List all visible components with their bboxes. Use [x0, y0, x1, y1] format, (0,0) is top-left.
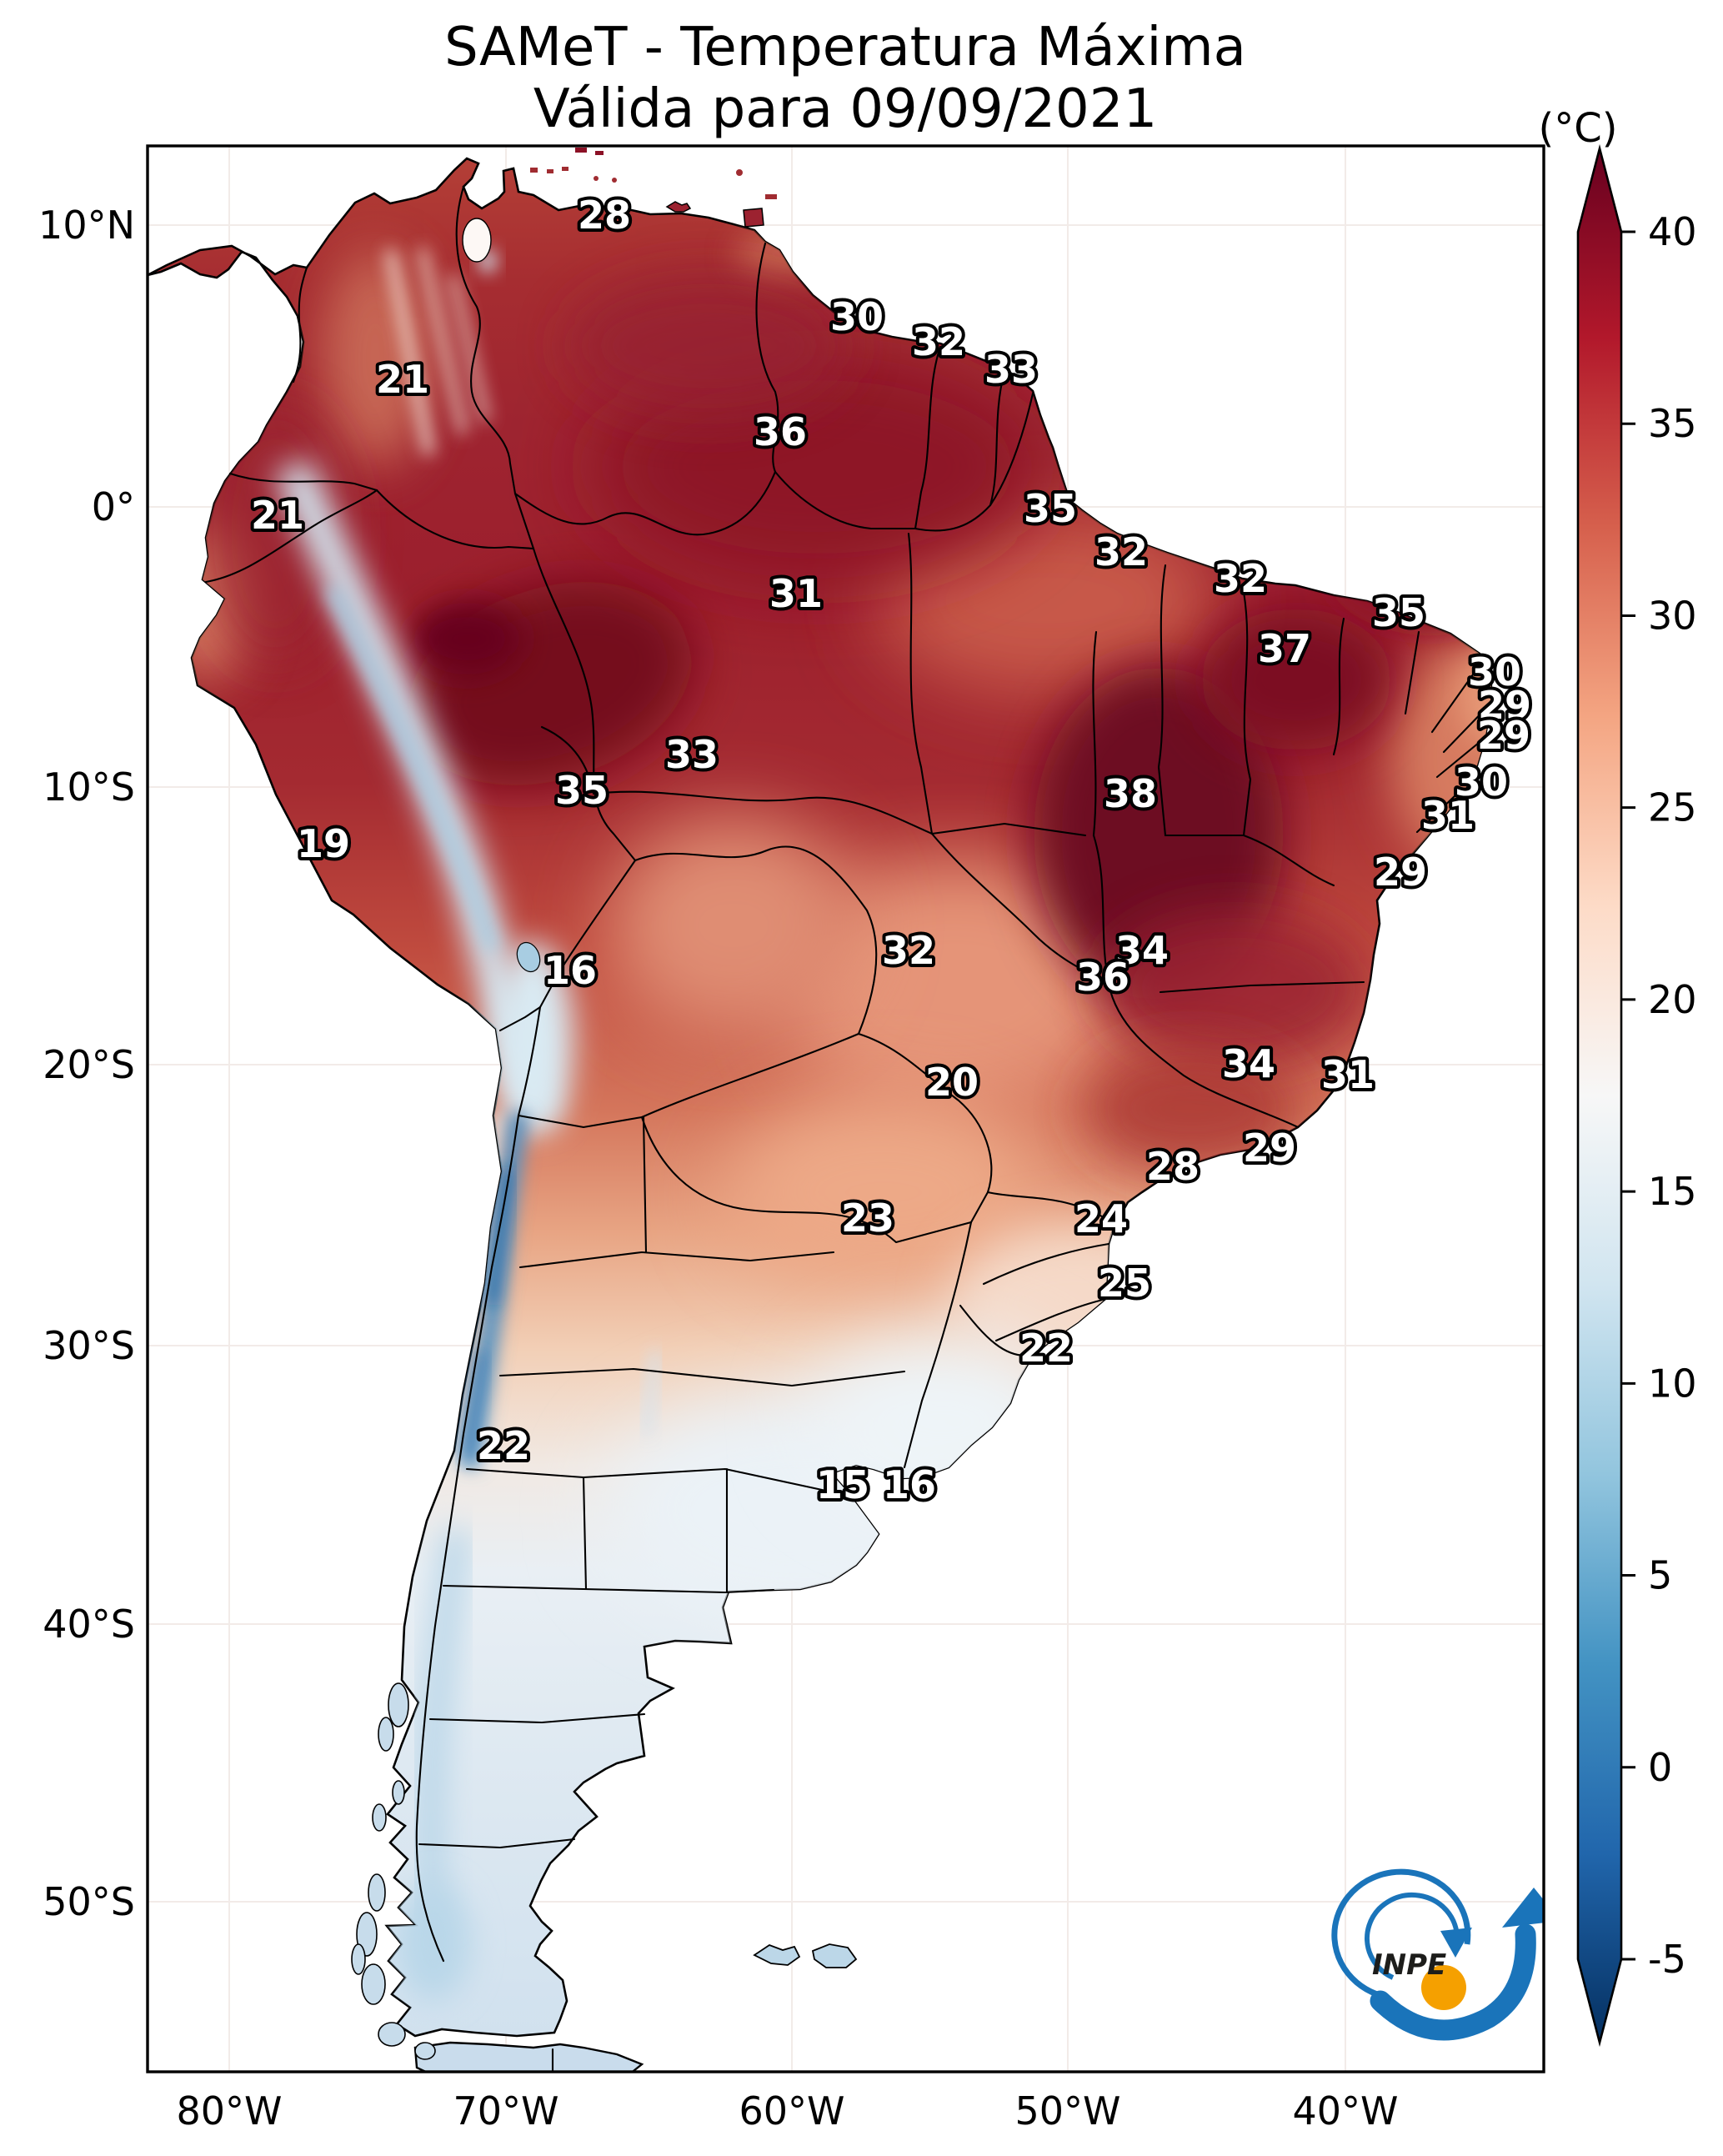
temp-label: 21: [251, 493, 304, 538]
temp-label: 30: [1468, 649, 1521, 694]
figure-title-line1: SAMeT - Temperatura Máxima: [444, 17, 1246, 78]
lat-tick-label: 50°S: [43, 1879, 135, 1924]
country-and-state-borders: [204, 185, 1492, 2072]
chiloe-island: [388, 1682, 409, 1727]
temp-label: 16: [543, 948, 597, 993]
temp-label: 32: [1094, 529, 1148, 574]
temp-label: 25: [1098, 1261, 1151, 1306]
colorbar-tick-label: -5: [1648, 1937, 1686, 1982]
colorbar-tick-label: 35: [1648, 401, 1697, 446]
falkland-east-island: [811, 1943, 858, 1968]
temp-label: 28: [578, 193, 631, 238]
inpe-swirl-outer-icon: [1331, 1868, 1471, 1998]
inpe-swirl-inner-icon: [1365, 1892, 1460, 1980]
temp-label: 29: [1243, 1126, 1296, 1171]
lon-tick-label: 60°W: [739, 2088, 844, 2133]
colorbar-gradient-bar: [1576, 143, 1623, 2048]
temp-label: 29: [1477, 713, 1530, 758]
temp-label: 32: [1214, 556, 1267, 601]
figure-title-line2: Válida para 09/09/2021: [533, 78, 1157, 140]
inpe-orange-dot-icon: [1421, 1965, 1466, 2010]
temp-label: 35: [1372, 590, 1425, 635]
temp-label: 31: [1321, 1052, 1375, 1097]
lakes-and-islands: [351, 148, 858, 2060]
temp-label: 16: [883, 1462, 936, 1507]
temp-label: 33: [984, 347, 1038, 392]
lat-tick-label: 20°S: [43, 1042, 135, 1087]
temp-label: 32: [882, 928, 935, 973]
temp-label: 32: [912, 319, 965, 364]
temp-label: 33: [665, 732, 719, 777]
trinidad-island: [743, 208, 764, 228]
colorbar-tick-labels: 40 35 30 25 20 15 10 5 0 -5: [1621, 209, 1697, 1982]
colorbar-tick-label: 40: [1648, 209, 1697, 254]
lake-maracaibo: [462, 218, 492, 263]
colorbar-tick-label: 25: [1648, 785, 1697, 830]
temp-label: 38: [1104, 771, 1157, 816]
map-frame: [146, 144, 1545, 2073]
inpe-big-arrow-icon: [1370, 1923, 1536, 2041]
temp-label: 36: [754, 409, 807, 454]
lat-tick-label: 10°N: [38, 203, 135, 248]
temp-label: 19: [297, 821, 350, 866]
colorbar-tick-label: 10: [1648, 1361, 1697, 1406]
lon-tick-label: 50°W: [1014, 2088, 1120, 2133]
temp-label: 24: [1074, 1196, 1128, 1241]
temp-label: 30: [1455, 760, 1508, 805]
lake-titicaca: [516, 941, 541, 973]
inpe-logo-text: INPE: [1372, 1948, 1446, 1982]
inpe-small-arrowhead-icon: [1440, 1928, 1472, 1958]
falkland-west-island: [753, 1943, 801, 1966]
temp-label: 29: [1478, 683, 1531, 728]
temp-label: 36: [1076, 955, 1129, 1000]
temp-label: 31: [1421, 793, 1475, 838]
temperature-field-shading: [163, 229, 1491, 2001]
temp-label: 29: [1374, 850, 1427, 895]
temp-label: 37: [1258, 626, 1311, 671]
colorbar-tick-label: 20: [1648, 977, 1697, 1022]
temp-label: 34: [1222, 1041, 1275, 1086]
temp-label: 30: [830, 294, 884, 339]
lon-tick-label: 70°W: [453, 2088, 558, 2133]
colorbar: (°C) 40 35 30 25 20 15 10 5 0 -5: [1539, 105, 1697, 2048]
lat-tick-label: 10°S: [43, 765, 135, 810]
temp-label: 34: [1115, 928, 1169, 973]
temp-label: 23: [841, 1196, 894, 1241]
lat-tick-label: 40°S: [43, 1602, 135, 1647]
colorbar-tick-label: 15: [1648, 1169, 1697, 1214]
temp-label: 22: [1019, 1326, 1073, 1371]
temp-label: 21: [376, 357, 429, 402]
temp-label: 35: [1024, 486, 1077, 531]
lon-tick-label: 40°W: [1292, 2088, 1398, 2133]
lon-tick-label: 80°W: [176, 2088, 282, 2133]
lat-tick-label: 30°S: [43, 1323, 135, 1368]
temp-label: 15: [816, 1462, 869, 1507]
lat-tick-label: 0°: [92, 484, 135, 529]
temp-label: 35: [555, 768, 609, 813]
temp-label: 31: [769, 571, 823, 616]
temp-label: 28: [1146, 1144, 1200, 1189]
temp-label: 20: [925, 1060, 979, 1105]
colorbar-unit-label: (°C): [1539, 105, 1618, 152]
inpe-logo: INPE: [1331, 1868, 1544, 2041]
colorbar-tick-label: 30: [1648, 593, 1697, 638]
margarita-island: [665, 201, 692, 213]
longitude-axis-labels: 80°W 70°W 60°W 50°W 40°W: [176, 2088, 1398, 2133]
inpe-big-arrowhead-icon: [1502, 1888, 1544, 1928]
colorbar-tick-label: 0: [1648, 1745, 1672, 1790]
latitude-axis-labels: 10°N 0° 10°S 20°S 30°S 40°S 50°S: [38, 203, 135, 1924]
colorbar-tick-label: 5: [1648, 1553, 1672, 1598]
temp-label: 22: [477, 1423, 530, 1468]
